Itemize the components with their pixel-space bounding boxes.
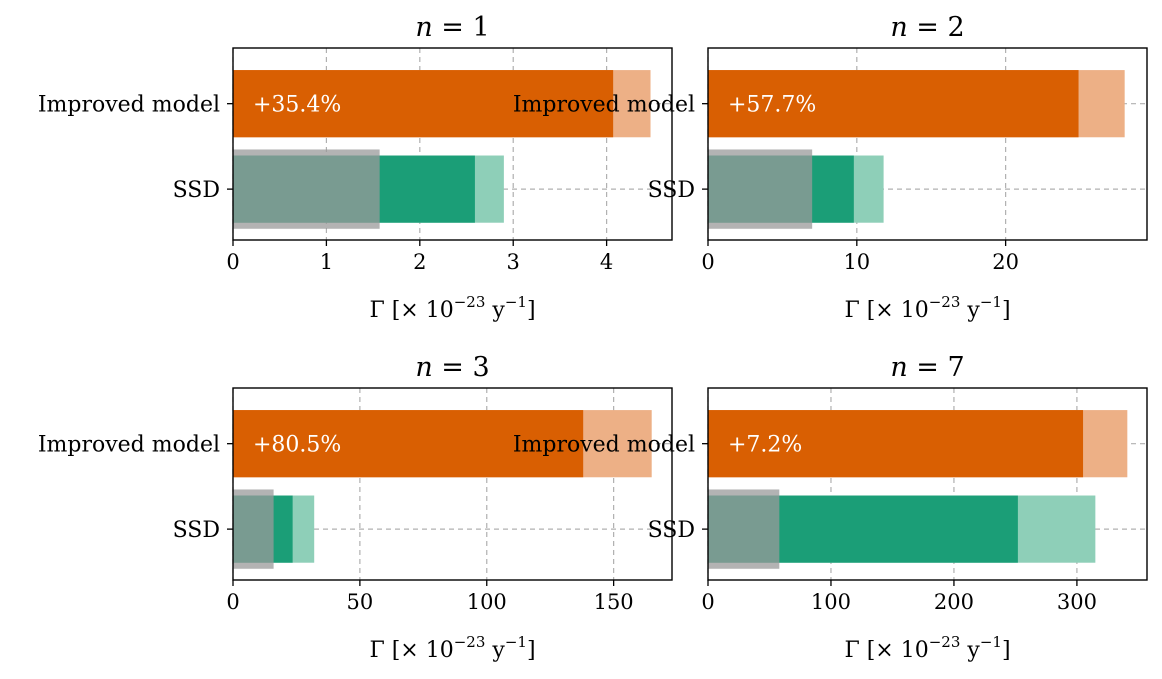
panel-title-variable: n [415,352,432,383]
x-axis-label-exponent: −23 [929,293,961,311]
axes-frame [707,387,1148,581]
panel-2: 0 10 20 Improved model SSD +57.7% n = 2 Γ [× 10… [513,12,1148,323]
y-category-label: SSD [648,178,695,203]
axes-frame [232,387,673,581]
improvement-annotation: +35.4% [253,93,341,118]
x-axis-label-close: ] [1002,298,1011,323]
x-tick-label: 50 [347,590,374,614]
bar-ssd-gray-overlay [233,489,274,569]
x-tick-label: 100 [467,590,507,614]
x-tick-label: 300 [1057,590,1097,614]
x-tick-label: 20 [992,250,1019,274]
y-category-label: Improved model [513,93,695,118]
panel-1: 0 1 2 3 4 Improved model SSD +35.4% n = 1 Γ [× 10… [38,12,673,323]
x-axis-label-unit-exponent: −1 [980,293,1002,311]
axes-frame [232,47,673,241]
x-axis-label-unit-exponent: −1 [505,293,527,311]
panel-title-equals: = [908,352,948,383]
x-tick-label: 150 [594,590,634,614]
x-tick-label: 4 [600,250,613,274]
x-axis-label: Γ [× 10−23 y−1] [369,293,535,323]
x-tick-label: 200 [934,590,974,614]
x-axis-label-exponent: −23 [454,633,486,651]
bar-improved-model [233,410,584,478]
improvement-annotation: +57.7% [728,93,816,118]
x-tick-label: 0 [226,590,239,614]
panel-title-value: 2 [948,12,965,43]
improvement-annotation: +7.2% [728,433,802,458]
bar-ssd-gray-overlay [708,149,813,229]
y-category-label: Improved model [513,433,695,458]
x-axis-label-exponent: −23 [454,293,486,311]
x-tick-label: 1 [320,250,333,274]
panel-3: 0 50 100 150 Improved model SSD +80.5% n = 3 Γ [… [38,352,673,663]
x-axis-label-close: ] [527,638,536,663]
x-tick-label: 10 [843,250,870,274]
y-category-label: SSD [173,518,220,543]
x-axis-label: Γ [× 10−23 y−1] [844,633,1010,663]
panel-title: n = 3 [415,352,489,383]
x-axis-label-main: Γ [× 10 [844,298,928,323]
panel-title-variable: n [415,12,432,43]
bar-ssd-gray-overlay [233,149,380,229]
panel-title-variable: n [890,12,907,43]
x-axis-label-unit: y [485,298,505,323]
panel-title-variable: n [890,352,907,383]
x-tick-label: 0 [701,590,714,614]
x-axis-label: Γ [× 10−23 y−1] [369,633,535,663]
x-tick-label: 100 [811,590,851,614]
bar-improved-model [708,410,1084,478]
x-axis-label-main: Γ [× 10 [844,638,928,663]
y-category-label: SSD [173,178,220,203]
x-axis-label-main: Γ [× 10 [369,638,453,663]
x-axis-label-unit: y [485,638,505,663]
x-axis-label-close: ] [1002,638,1011,663]
panel-title-value: 1 [473,12,490,43]
x-axis-label-main: Γ [× 10 [369,298,453,323]
panel-title-equals: = [433,12,473,43]
y-category-label: SSD [648,518,695,543]
x-tick-label: 2 [413,250,426,274]
bar-ssd-gray-overlay [708,489,780,569]
axes-frame [707,47,1148,241]
x-tick-label: 0 [701,250,714,274]
y-category-label: Improved model [38,433,220,458]
x-axis-label-close: ] [527,298,536,323]
x-axis-label-unit-exponent: −1 [980,633,1002,651]
panel-title: n = 2 [890,12,964,43]
x-tick-label: 3 [507,250,520,274]
panel-title-value: 3 [473,352,490,383]
x-axis-label-unit: y [960,298,980,323]
x-axis-label-unit-exponent: −1 [505,633,527,651]
x-axis-label-unit: y [960,638,980,663]
x-axis-label-exponent: −23 [929,633,961,651]
bar-improved-model [233,70,614,138]
panel-title-value: 7 [948,352,965,383]
x-tick-label: 0 [226,250,239,274]
panel-title-equals: = [433,352,473,383]
panel-4: 0 100 200 300 Improved model SSD +7.2% n = 7 Γ [… [513,352,1148,663]
x-axis-label: Γ [× 10−23 y−1] [844,293,1010,323]
y-category-label: Improved model [38,93,220,118]
bar-improved-model [708,70,1079,138]
panel-title: n = 7 [890,352,964,383]
improvement-annotation: +80.5% [253,433,341,458]
panel-title: n = 1 [415,12,489,43]
panel-title-equals: = [908,12,948,43]
